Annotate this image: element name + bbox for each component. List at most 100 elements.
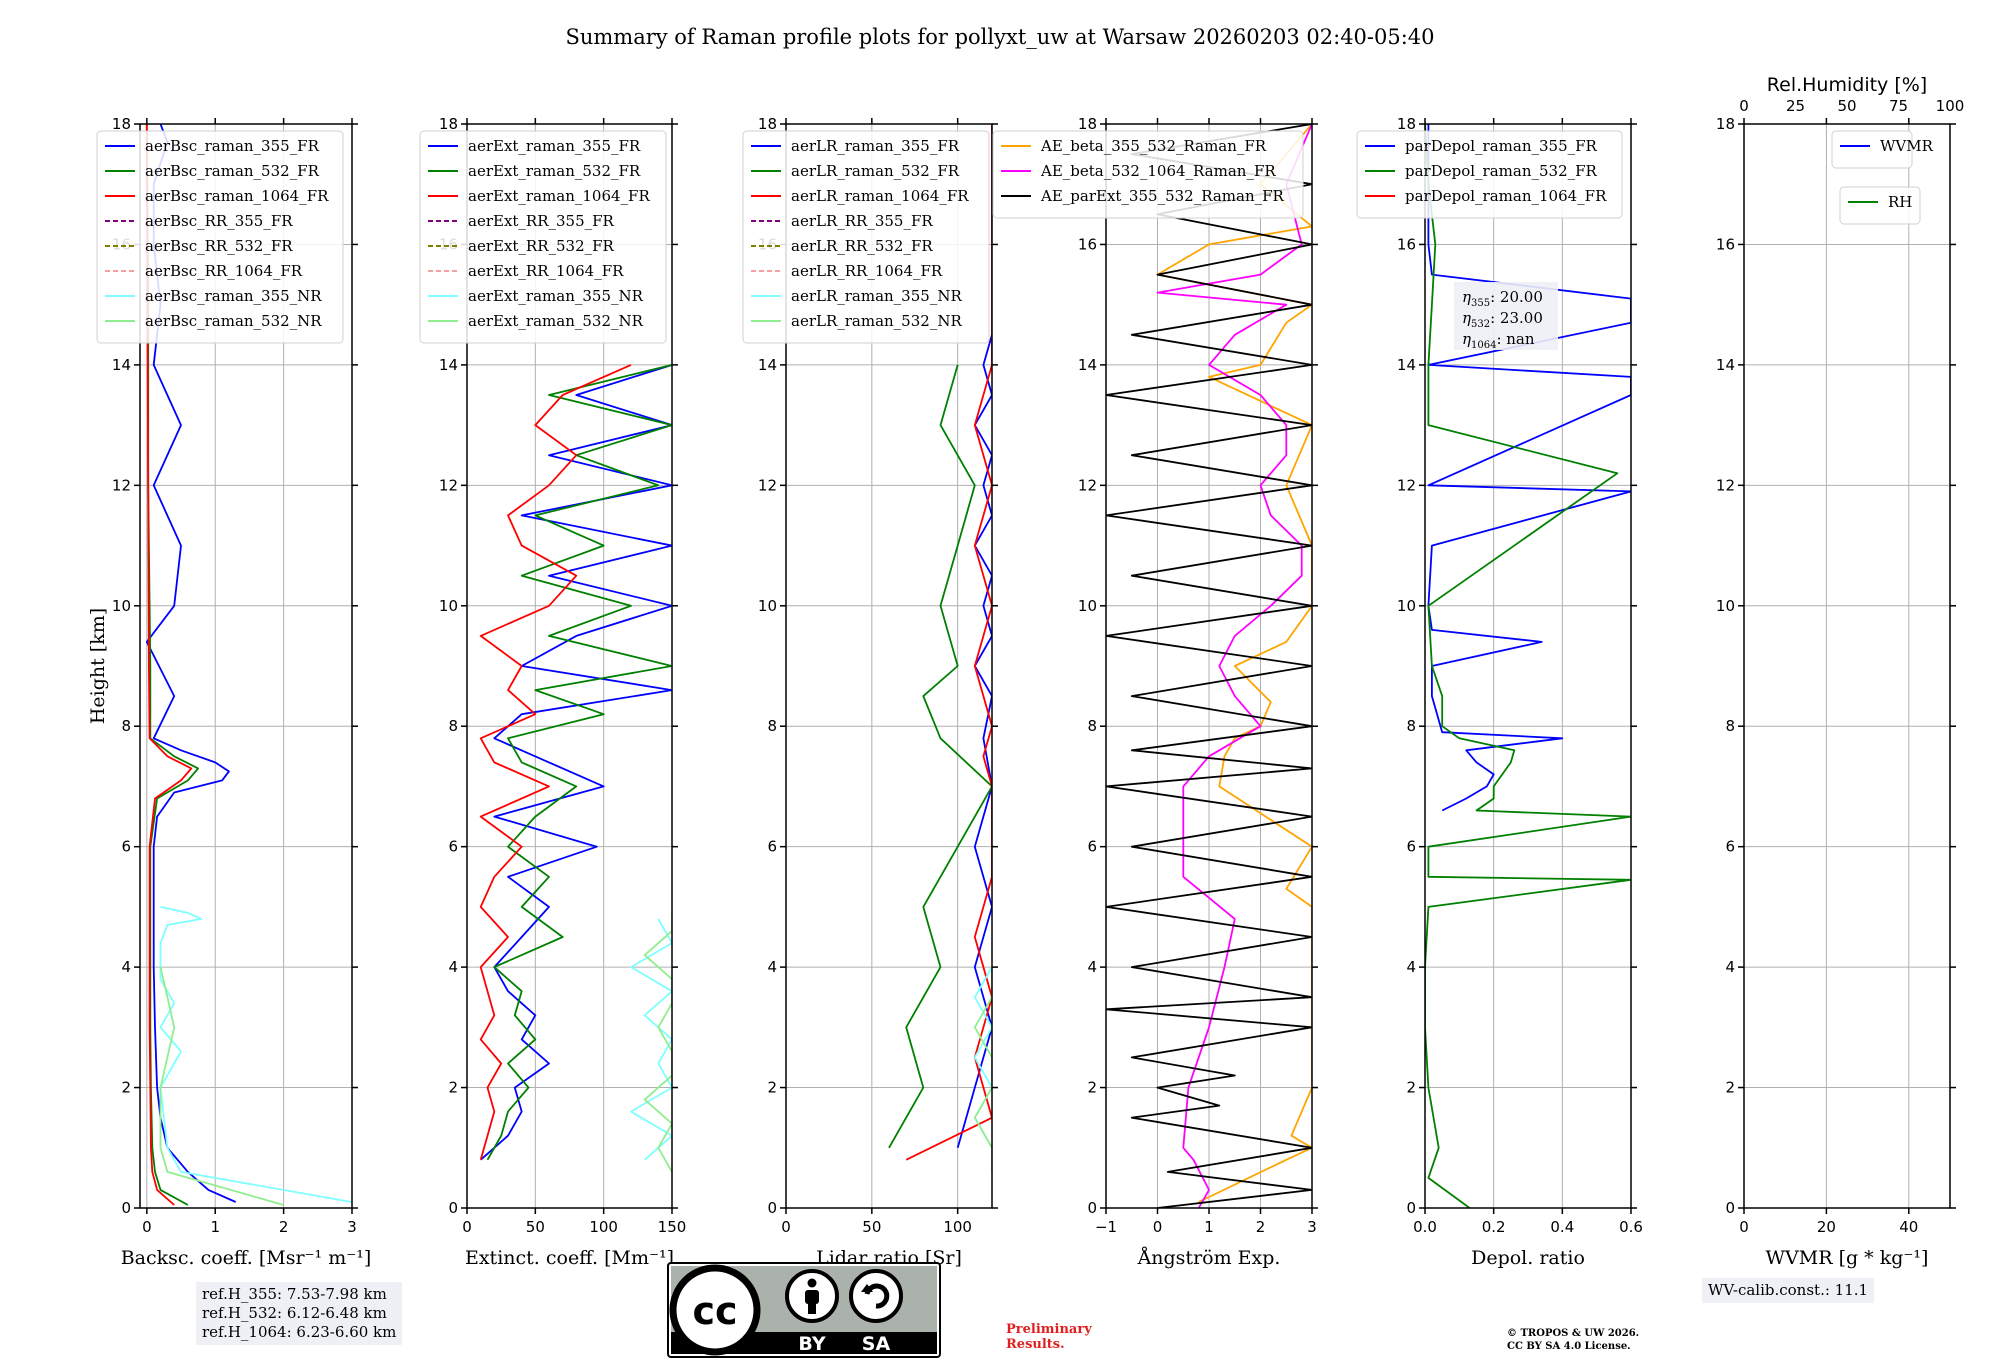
axes-frame-depol — [1424, 123, 1632, 1209]
legend-entry: aerBsc_RR_355_FR — [145, 212, 293, 230]
y-tick-label: 8 — [1087, 717, 1097, 735]
x-tick-label: 0 — [781, 1218, 791, 1236]
share-alike-icon — [849, 1269, 903, 1323]
y-tick-label: 16 — [1397, 235, 1416, 253]
legend-lr: aerLR_raman_355_FR aerLR_raman_532_FR aerL… — [742, 130, 990, 344]
wv-calibration-box: WV-calib.const.: 11.1 — [1702, 1278, 1875, 1303]
series-group-ext — [479, 364, 672, 1173]
x-tick-label: 1 — [1204, 1218, 1214, 1236]
y-tick-label: 2 — [121, 1079, 131, 1097]
legend-entry: aerExt_RR_532_FR — [468, 237, 615, 255]
y-tick-label: 8 — [1406, 717, 1416, 735]
top-x-tick-label: 100 — [1936, 97, 1965, 115]
series-line-aerBsc_raman_1064_FR — [145, 124, 193, 1206]
y-tick-label: 10 — [1716, 597, 1735, 615]
axes-frame-ext — [466, 123, 673, 1209]
x-tick-label: 100 — [943, 1218, 972, 1236]
cc-icon: cc — [669, 1264, 761, 1356]
ref-height-1064: ref.H_1064: 6.23-6.60 km — [202, 1323, 397, 1341]
y-tick-label: 18 — [112, 115, 131, 133]
y-tick-label: 6 — [1406, 838, 1416, 856]
panel-wvmr: 0 20 40 0 2 4 6 8 10 12 14 16 18 WVMR [g * kg⁻¹] 0 25 50… — [1716, 74, 1964, 1269]
y-tick-label: 12 — [1397, 476, 1416, 494]
legend-wvmr: WVMR — [1831, 130, 1934, 169]
legend-entry: aerBsc_raman_355_NR — [145, 287, 322, 305]
panel-bsc: 0123024681012141618Backsc. coeff. [Msr⁻¹… — [87, 115, 371, 1269]
legend-entry: aerExt_raman_355_NR — [468, 287, 644, 305]
y-tick-label: 10 — [1397, 597, 1416, 615]
legend-ext: aerExt_raman_355_FR aerExt_raman_532_FRae… — [419, 130, 667, 344]
y-tick-label: 18 — [758, 115, 777, 133]
x-axis-label-ext: Extinct. coeff. [Mm⁻¹] — [465, 1247, 674, 1269]
y-tick-label: 6 — [1087, 838, 1097, 856]
legend-frame — [992, 130, 1304, 219]
x-tick-label: 50 — [862, 1218, 881, 1236]
y-tick-label: 4 — [1406, 958, 1416, 976]
series-group-ae — [1106, 124, 1312, 1208]
preliminary-results-note: Preliminary Results. — [1006, 1322, 1092, 1352]
eta-entry: η355: 20.00 — [1462, 288, 1543, 309]
y-tick-label: 10 — [112, 597, 131, 615]
x-tick-label: 100 — [589, 1218, 618, 1236]
axes-frame-wvmr — [1743, 123, 1951, 1209]
panel-lr: 050100024681012141618Lidar ratio [Sr]aer… — [742, 115, 998, 1269]
legend-entry: aerLR_raman_1064_FR — [791, 187, 969, 205]
reference-heights-box: ref.H_355: 7.53-7.98 km ref.H_532: 6.12-… — [196, 1282, 403, 1345]
y-tick-label: 14 — [1078, 356, 1097, 374]
legend-entry: aerExt_raman_1064_FR — [468, 187, 650, 205]
legend-entry: aerBsc_raman_355_FR — [145, 137, 320, 155]
y-tick-label: 4 — [1087, 958, 1097, 976]
legend-entry: parDepol_raman_532_FR — [1405, 162, 1598, 180]
copyright-note: © TROPOS & UW 2026. CC BY SA 4.0 License… — [1507, 1327, 1639, 1353]
ticks-depol: 0.0 0.2 0.4 0.6 0 2 4 6 8 10 12 14 16 18 — [1397, 115, 1643, 1236]
y-tick-label: 14 — [439, 356, 458, 374]
preliminary-line-2: Results. — [1006, 1337, 1065, 1352]
x-tick-label: 2 — [279, 1218, 289, 1236]
x-axis-label-ae: Ångström Exp. — [1137, 1247, 1281, 1269]
y-tick-label: 10 — [439, 597, 458, 615]
y-tick-label: 4 — [448, 958, 458, 976]
svg-text:cc: cc — [692, 1289, 737, 1333]
y-tick-label: 10 — [1078, 597, 1097, 615]
series-group-lr — [888, 124, 992, 1172]
series-line-aerBsc_raman_532_NR — [159, 966, 284, 1206]
legend-entry: aerExt_raman_355_FR — [468, 137, 641, 155]
x-tick-label: 150 — [658, 1218, 687, 1236]
legend-entry: aerBsc_raman_532_NR — [145, 312, 322, 330]
legend-frame — [742, 130, 990, 344]
copyright-line-1: © TROPOS & UW 2026. — [1507, 1328, 1640, 1339]
y-tick-label: 16 — [1716, 235, 1735, 253]
person-icon — [785, 1269, 839, 1323]
y-tick-label: 14 — [1397, 356, 1416, 374]
y-tick-label: 6 — [121, 838, 131, 856]
y-tick-label: 18 — [1078, 115, 1097, 133]
y-tick-label: 8 — [121, 717, 131, 735]
ref-height-532: ref.H_532: 6.12-6.48 km — [202, 1304, 387, 1322]
x-tick-label: 40 — [1899, 1218, 1918, 1236]
series-line-aerExt_raman_355_FR — [480, 364, 672, 1161]
legend-entry: AE_beta_355_532_Raman_FR — [1040, 137, 1267, 155]
x-axis-label-depol: Depol. ratio — [1471, 1247, 1585, 1269]
x-tick-label: 0 — [1153, 1218, 1163, 1236]
axes-frame-lr — [785, 123, 993, 1209]
series-line-parDepol_raman_355_FR — [1427, 124, 1631, 812]
legend-entry: WVMR — [1880, 137, 1934, 155]
panels: 0123024681012141618Backsc. coeff. [Msr⁻¹… — [87, 74, 1964, 1269]
legend-entry: aerLR_RR_1064_FR — [791, 262, 943, 280]
series-line-aerBsc_raman_355_NR — [159, 906, 352, 1203]
y-tick-label: 14 — [758, 356, 777, 374]
x-tick-label: 2 — [1256, 1218, 1266, 1236]
panel-depol: 0.0 0.2 0.4 0.6 0 2 4 6 8 10 12 14 16 18 Depol. ratio p… — [1356, 115, 1643, 1269]
series-line-aerLR_raman_532_NR — [973, 967, 992, 1172]
cc-by-sa-logo: cc BY SA — [667, 1262, 941, 1358]
axes-frame-bsc — [139, 123, 353, 1209]
top-x-tick-label: 25 — [1786, 97, 1805, 115]
y-tick-label: 12 — [758, 476, 777, 494]
copyright-line-2: CC BY SA 4.0 License. — [1507, 1341, 1631, 1352]
legend-frame — [1356, 130, 1623, 219]
legend-bsc: aerBsc_raman_355_FR aerBsc_raman_532_FRae… — [96, 130, 344, 344]
y-tick-label: 8 — [448, 717, 458, 735]
series-line-aerBsc_raman_355_FR — [145, 124, 237, 1203]
